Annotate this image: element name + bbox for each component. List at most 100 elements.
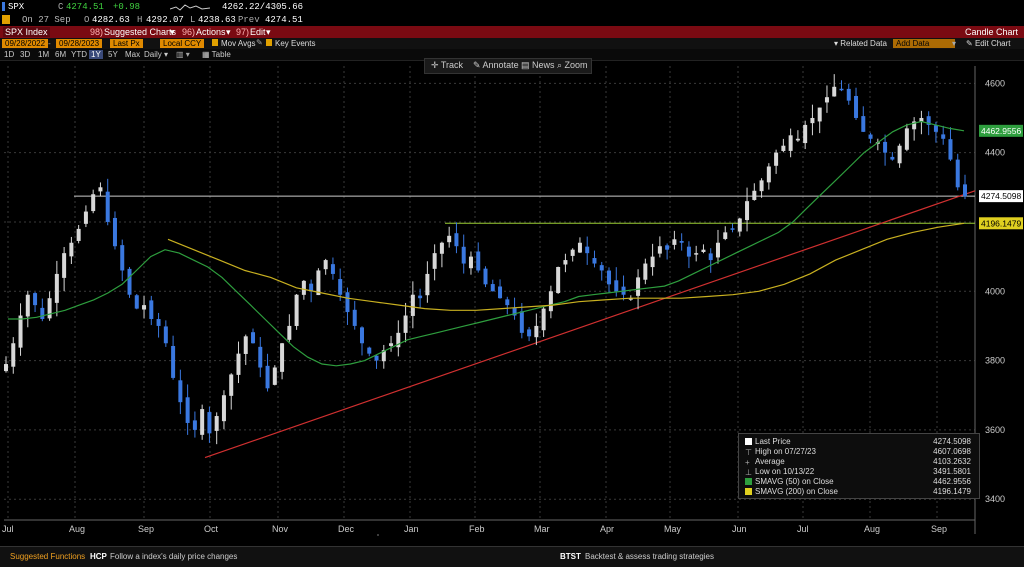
candle-body [18, 315, 23, 348]
x-tick-label: Sep [138, 524, 154, 534]
last-prefix: C [58, 2, 64, 12]
candle-body [134, 295, 139, 309]
candle-body [418, 295, 423, 299]
yellow-square-icon [745, 488, 752, 496]
candle-body [345, 292, 350, 313]
sma50-price-tag: 4462.9556 [981, 126, 1021, 136]
candle-body [781, 145, 786, 151]
candle-body [33, 293, 38, 306]
tf-5y[interactable]: 5Y [108, 50, 118, 59]
candle-body [737, 218, 742, 232]
chart-type-title: Candle Chart [964, 27, 1018, 37]
pencil-icon[interactable]: ✎ [256, 38, 263, 47]
candle-body [330, 264, 335, 274]
track-button[interactable]: ✛ Track [431, 60, 464, 70]
prev-price: 4274.51 [265, 15, 303, 25]
candle-body [868, 134, 873, 139]
last-price-tag: 4274.5098 [981, 191, 1021, 201]
zoom-button[interactable]: ⌕ Zoom [557, 60, 588, 70]
security-field[interactable]: SPX Index [3, 27, 50, 37]
period-select[interactable]: Daily ▾ [144, 50, 169, 59]
ticker[interactable]: SPX [8, 2, 25, 12]
open-prefix: O [84, 15, 90, 25]
btst-function-code[interactable]: BTST [560, 552, 581, 561]
candle-body [425, 273, 430, 296]
key-events-toggle[interactable]: Key Events [275, 39, 316, 48]
tf-ytd[interactable]: YTD [71, 50, 87, 59]
tf-1m[interactable]: 1M [38, 50, 50, 59]
candle-body [657, 246, 662, 254]
y-tick-label: 3600 [985, 425, 1005, 435]
related-data-menu[interactable]: ▾ Related Data [834, 39, 887, 48]
candle-body [47, 298, 52, 319]
candle-body [359, 327, 364, 344]
candle-body [83, 211, 88, 224]
zoom-label: Zoom [564, 60, 588, 70]
legend-row-sma50: SMAVG (50) on Close 4462.9556 [745, 477, 975, 487]
tf-6m[interactable]: 6M [55, 50, 67, 59]
chevron-down-icon[interactable]: ▾ [952, 39, 957, 48]
checkbox-icon[interactable] [212, 39, 218, 46]
date-label: On 27 Sep [22, 15, 71, 25]
candle-body [367, 347, 372, 354]
actions-menu[interactable]: Actions [196, 27, 226, 37]
legend-label: SMAVG (50) on Close [755, 477, 834, 486]
candle-body [280, 343, 285, 372]
candle-body [527, 329, 532, 337]
add-data-field[interactable]: Add Data [893, 39, 955, 48]
candle-chart[interactable]: 3400360038004000420044004600JulAugSepOct… [0, 66, 1024, 536]
candle-body [912, 121, 917, 130]
field-select[interactable]: Last Px [110, 39, 143, 48]
hcp-function-desc[interactable]: Follow a index's daily price changes [110, 552, 238, 561]
mov-avgs-toggle[interactable]: Mov Avgs [221, 39, 256, 48]
btst-function-desc[interactable]: Backtest & assess trading strategies [585, 552, 714, 561]
candle-body [192, 420, 197, 430]
candle-body [374, 355, 379, 361]
candle-body [941, 134, 946, 139]
currency-select[interactable]: Local CCY [160, 39, 205, 48]
chart-toolbar: ✛ Track ✎ Annotate ▤ News ⌕ Zoom [424, 58, 592, 74]
news-button[interactable]: ▤ News [521, 60, 555, 70]
legend-label: High on 07/27/23 [755, 447, 816, 456]
candle-body [774, 152, 779, 166]
candle-body [904, 128, 909, 150]
candle-body [933, 125, 938, 132]
candle-body [745, 201, 750, 221]
candle-body [163, 326, 168, 344]
candle-body [221, 395, 226, 422]
tf-1y[interactable]: 1Y [89, 50, 103, 59]
hcp-function-code[interactable]: HCP [90, 552, 107, 561]
candle-body [11, 343, 16, 367]
candle-body [708, 253, 713, 261]
annotate-button[interactable]: ✎ Annotate [473, 60, 519, 70]
start-date-field[interactable]: 09/28/2022 [2, 39, 49, 48]
end-date-field[interactable]: 09/28/2023 [56, 39, 103, 48]
candle-body [468, 256, 473, 269]
candle-body [679, 240, 684, 243]
candle-body [207, 412, 212, 434]
candle-body [243, 336, 248, 354]
x-tick-label: Jan [404, 524, 419, 534]
candle-body [294, 294, 299, 326]
tf-3d[interactable]: 3D [20, 50, 31, 59]
candle-body [628, 298, 633, 300]
edit-chart-button[interactable]: ✎ Edit Chart [966, 39, 1011, 48]
tf-max[interactable]: Max [125, 50, 141, 59]
candle-body [570, 249, 575, 256]
table-button[interactable]: ▦ Table [202, 50, 231, 59]
x-tick-label: Dec [338, 524, 355, 534]
legend-value: 4196.1479 [933, 487, 971, 496]
candle-body [919, 117, 924, 122]
day-range: 4262.22/4305.66 [222, 2, 304, 12]
last-price-tag-bg [979, 190, 1023, 203]
tf-1d[interactable]: 1D [4, 50, 15, 59]
candle-body [795, 138, 800, 141]
checkbox-icon[interactable] [266, 39, 272, 46]
suggested-charts-menu[interactable]: Suggested Charts [104, 27, 177, 37]
edit-chart-label: Edit Chart [974, 39, 1011, 48]
legend-row-high: ⊤ High on 07/27/23 4607.0698 [745, 447, 975, 457]
bar-chart-icon[interactable]: ▥ ▾ [176, 50, 190, 59]
candle-body [607, 270, 612, 285]
edit-menu[interactable]: Edit [250, 27, 266, 37]
candle-body [766, 166, 771, 183]
